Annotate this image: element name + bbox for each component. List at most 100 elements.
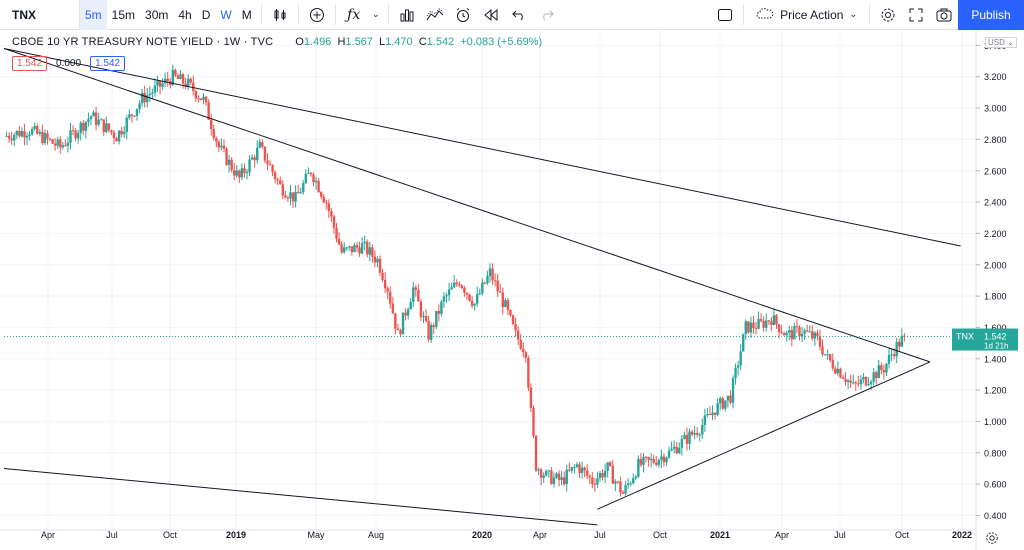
candle-body: [762, 320, 765, 328]
templates-icon[interactable]: [421, 0, 449, 30]
indicators-icon[interactable]: ƒx: [347, 6, 361, 23]
trendline: [3, 48, 961, 247]
candle-body: [128, 114, 131, 118]
candle-body: [892, 354, 896, 357]
candle-body: [586, 470, 589, 476]
candle-body: [596, 478, 599, 485]
candles-icon[interactable]: [266, 0, 294, 30]
price-tick-label: 1.600: [984, 323, 1007, 333]
candle-body: [87, 119, 90, 122]
layout-selector[interactable]: Price Action ⌄: [748, 0, 865, 30]
candle-body: [230, 159, 233, 170]
candle-body: [412, 287, 415, 302]
fullscreen-rect-icon[interactable]: [711, 0, 739, 30]
candle-body: [680, 439, 684, 448]
candle-body: [721, 398, 724, 409]
candle-body: [215, 138, 218, 142]
candle-body: [672, 446, 676, 449]
toolbar-divider: [297, 4, 299, 25]
candle-body: [742, 333, 745, 352]
candle-body: [422, 315, 425, 317]
interval-m-button[interactable]: M: [241, 7, 252, 22]
candle-body: [171, 69, 175, 85]
ask-price-box[interactable]: 1.542: [90, 56, 126, 71]
candle-body: [731, 378, 735, 403]
expand-icon[interactable]: [902, 0, 930, 30]
candle-body: [616, 481, 620, 483]
trendlines[interactable]: [3, 48, 961, 526]
candle-body: [895, 341, 898, 357]
candle-body: [852, 382, 855, 384]
chart-canvas[interactable]: 3.4003.2003.0002.8002.6002.4002.2002.000…: [0, 30, 1024, 550]
candle-body: [808, 331, 811, 333]
candle-body: [424, 315, 428, 321]
toolbar-divider: [869, 4, 870, 25]
candle-body: [130, 114, 134, 116]
candle-body: [900, 335, 904, 347]
candle-body: [695, 432, 699, 435]
time-axis[interactable]: Apr Jul Oct 2019 May Aug 2020 Apr Jul Oct 2021 Apr J…: [0, 529, 976, 540]
toolbar-divider: [260, 4, 262, 25]
candle-body: [189, 78, 192, 83]
settings-icon[interactable]: [874, 0, 902, 30]
interval-w-button[interactable]: W: [220, 7, 232, 22]
candle-body: [414, 287, 418, 290]
candle-body: [800, 333, 804, 337]
candle-body: [757, 318, 760, 329]
camera-icon[interactable]: [930, 0, 958, 30]
candle-body: [504, 300, 507, 308]
candle-body: [529, 387, 533, 408]
candle-body: [266, 160, 269, 165]
candle-body: [366, 241, 369, 255]
candle-body: [110, 130, 113, 133]
last-price-badge-bg: [952, 328, 1018, 351]
axis-settings-gear-icon[interactable]: [985, 531, 999, 545]
series-title: CBOE 10 YR TREASURY NOTE YIELD · 1W · TV…: [12, 36, 274, 48]
candle-body: [834, 368, 837, 374]
candle-body: [478, 293, 481, 295]
candle-body: [327, 203, 331, 212]
interval-d-button[interactable]: D: [201, 7, 211, 22]
replay-icon[interactable]: [477, 0, 505, 30]
candle-body: [647, 457, 650, 460]
add-compare-icon[interactable]: [303, 0, 331, 30]
price-axis-bg: [976, 30, 1024, 550]
candle-body: [578, 464, 581, 474]
candle-body: [782, 333, 786, 336]
candle-body: [501, 292, 504, 308]
interval-5m-button[interactable]: 5m: [80, 0, 107, 30]
symbol-search-button[interactable]: TNX: [0, 0, 80, 30]
candle-body: [491, 268, 494, 281]
candle-body: [588, 475, 591, 478]
candle-body: [575, 464, 579, 467]
candle-body: [716, 403, 719, 415]
publish-button[interactable]: Publish: [958, 0, 1024, 30]
candle-body: [286, 197, 290, 199]
candle-body: [199, 98, 203, 101]
candle-body: [882, 370, 886, 373]
currency-selector[interactable]: USD ⌄: [985, 37, 1017, 48]
candle-body: [678, 447, 681, 454]
undo-icon[interactable]: [505, 0, 533, 30]
series-legend[interactable]: CBOE 10 YR TREASURY NOTE YIELD · 1W · TV…: [12, 36, 545, 48]
candle-body: [437, 310, 441, 314]
interval-30m-button[interactable]: 30m: [145, 7, 169, 22]
candle-body: [33, 126, 36, 130]
candle-body: [754, 327, 758, 329]
price-axis[interactable]: 3.4003.2003.0002.8002.6002.4002.2002.000…: [975, 30, 1024, 550]
candle-body: [363, 241, 366, 244]
bid-price-box[interactable]: 1.542: [12, 56, 48, 71]
candle-body: [146, 95, 149, 103]
candle-body: [552, 477, 556, 484]
interval-15m-button[interactable]: 15m: [111, 7, 136, 22]
chevron-down-icon[interactable]: ⌄: [371, 9, 380, 19]
redo-icon[interactable]: [533, 0, 561, 30]
price-tick-label: 2.600: [984, 166, 1007, 176]
bar-style-icon[interactable]: [393, 0, 421, 30]
candle-body: [15, 130, 18, 136]
time-tick-label: Oct: [895, 530, 910, 540]
candle-body: [509, 310, 512, 316]
interval-4h-button[interactable]: 4h: [178, 7, 192, 22]
alert-icon[interactable]: [449, 0, 477, 30]
candle-body: [151, 92, 154, 94]
